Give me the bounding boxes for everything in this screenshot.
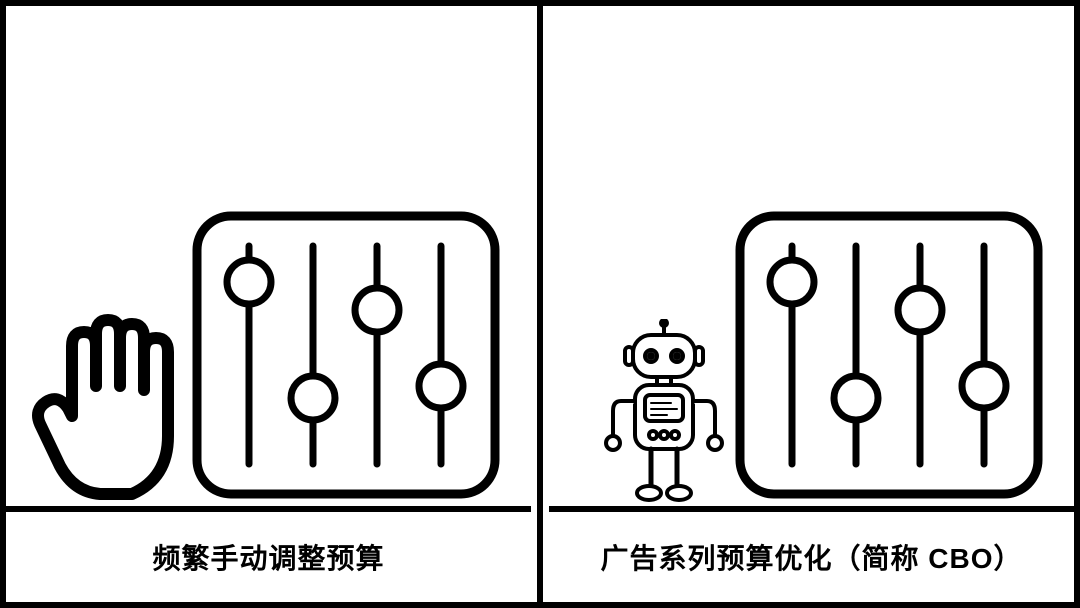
left-caption-box: 频繁手动调整预算 [6, 506, 531, 602]
left-caption: 频繁手动调整预算 [152, 537, 384, 577]
left-illustration-area [6, 6, 531, 506]
left-panel: 频繁手动调整预算 [0, 0, 537, 608]
slider-panel-left [191, 210, 501, 500]
slider-panel-right [734, 210, 1044, 500]
right-panel: 广告系列预算优化（简称 CBO） [543, 0, 1080, 608]
hand-icon [26, 306, 186, 506]
right-caption-box: 广告系列预算优化（简称 CBO） [549, 506, 1074, 602]
right-caption: 广告系列预算优化（简称 CBO） [600, 537, 1022, 577]
right-illustration-area [549, 6, 1074, 506]
robot-icon [599, 319, 729, 504]
